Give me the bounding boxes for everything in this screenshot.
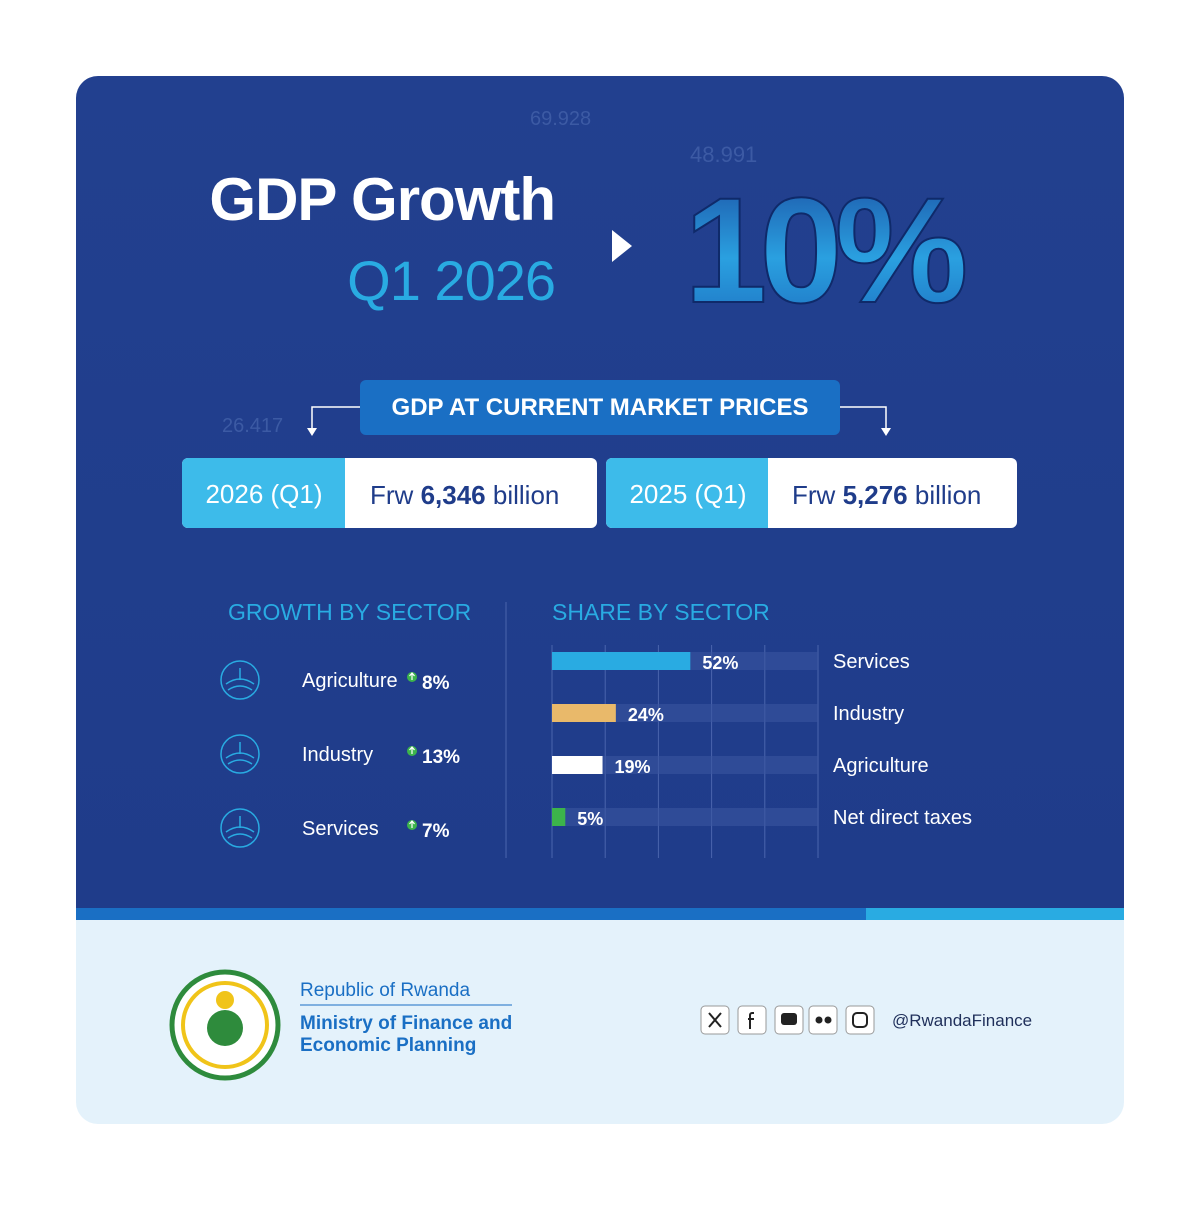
title: GDP Growth (209, 166, 555, 233)
x-glyph (708, 1012, 722, 1028)
bar (552, 808, 566, 826)
category-label: Industry (833, 703, 904, 725)
icon-outline (220, 660, 260, 700)
instagram-icon[interactable] (845, 1005, 875, 1035)
social-icons (700, 1005, 875, 1035)
period: Q1 2026 (347, 249, 555, 312)
banner (360, 380, 840, 435)
bar (552, 704, 616, 722)
ministry: Economic Planning (300, 1035, 476, 1056)
bar (552, 652, 691, 670)
bracket (311, 406, 887, 430)
value-label: 5% (577, 809, 603, 829)
amount-value: 6,346 (421, 480, 486, 510)
unit: billion (915, 480, 982, 510)
sector-icon (220, 808, 260, 848)
value-label: 19% (615, 757, 651, 777)
ministry: Ministry of Finance and (300, 1013, 512, 1034)
category-label: Agriculture (833, 755, 929, 777)
gdp-box: 2025 (Q1) Frw 5,276 billion (606, 458, 1017, 528)
flickr-glyph (824, 1016, 832, 1024)
up-arrow (409, 672, 415, 680)
amount: Frw 6,346 billion (370, 480, 559, 510)
banner-text: GDP AT CURRENT MARKET PRICES (392, 394, 809, 421)
amount-value: 5,276 (843, 480, 908, 510)
section-title: GROWTH BY SECTOR (228, 599, 471, 625)
background-number: 26.417 (222, 415, 283, 437)
country: Republic of Rwanda (300, 980, 470, 1001)
instagram-glyph (852, 1012, 868, 1028)
growth-value: 8% (422, 673, 450, 694)
category-label: Net direct taxes (833, 807, 972, 829)
gdp-box: 2026 (Q1) Frw 6,346 billion (182, 458, 597, 528)
period-label: 2026 (Q1) (205, 479, 322, 509)
growth-list: Agriculture 8% Industry 13% Services 7% (220, 660, 460, 848)
value-label: 24% (628, 705, 664, 725)
youtube-glyph (781, 1013, 797, 1025)
icon-detail (225, 668, 255, 691)
bar (552, 756, 603, 774)
emblem (169, 969, 281, 1081)
growth-rate: 10% (684, 166, 965, 334)
chart-title: SHARE BY SECTOR (552, 599, 770, 625)
growth-value: 7% (422, 821, 450, 842)
background-number: 69.928 (530, 108, 591, 130)
handle: @RwandaFinance (892, 1011, 1032, 1030)
growth-value: 13% (422, 747, 460, 768)
value-label: 52% (702, 653, 738, 673)
flickr-glyph (815, 1016, 823, 1024)
unit: billion (493, 480, 560, 510)
arrow (612, 230, 632, 262)
bar-track (552, 756, 818, 774)
sector-name: Services (302, 818, 379, 840)
up-arrow (409, 746, 415, 754)
currency: Frw (792, 480, 836, 510)
up-arrow (409, 820, 415, 828)
icon-detail (225, 742, 255, 765)
amount: Frw 5,276 billion (792, 480, 981, 510)
bracket-tip (881, 428, 891, 436)
stripe-light (866, 908, 1124, 920)
sector-name: Agriculture (302, 670, 398, 692)
box-label (606, 458, 768, 528)
sector-icon (220, 660, 260, 700)
sector-name: Industry (302, 744, 373, 766)
bracket-tip (307, 428, 317, 436)
flickr-icon[interactable] (808, 1005, 838, 1035)
sector-icon (220, 734, 260, 774)
share-chart: 52% Services 24% Industry 19% Agriculture 5% Ne… (551, 645, 972, 858)
facebook-glyph (748, 1012, 754, 1029)
category-label: Services (833, 651, 910, 673)
background-number: 48.991 (690, 142, 757, 167)
bar-track (552, 704, 818, 722)
currency: Frw (370, 480, 414, 510)
stripe-dark (76, 908, 866, 920)
icon-detail (225, 816, 255, 839)
period-label: 2025 (Q1) (629, 479, 746, 509)
bar-track (552, 808, 818, 826)
icon-outline (220, 808, 260, 848)
box-label (182, 458, 345, 528)
icon-outline (220, 734, 260, 774)
